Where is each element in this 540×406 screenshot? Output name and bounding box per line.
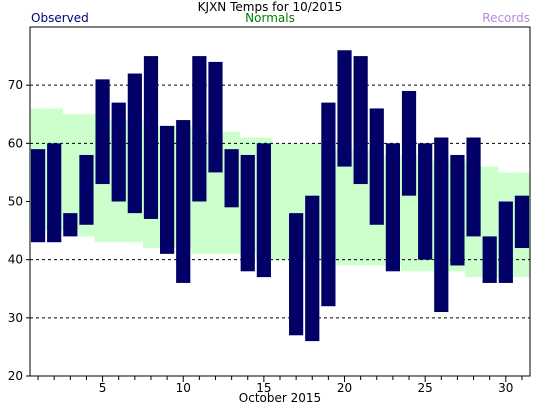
observed-bars — [30, 50, 530, 342]
observed-bar-day-12 — [208, 61, 223, 173]
observed-bar-day-21 — [353, 56, 368, 185]
y-tick-label-60: 60 — [8, 136, 23, 150]
observed-bar-day-11 — [192, 56, 207, 202]
observed-bar-day-23 — [385, 143, 400, 272]
observed-bar-day-8 — [143, 56, 159, 219]
observed-bar-day-3 — [63, 213, 78, 237]
legend-observed: Observed — [31, 11, 89, 25]
x-tick-label-25: 25 — [418, 381, 433, 395]
observed-bar-day-14 — [240, 154, 255, 272]
observed-bar-day-27 — [450, 154, 465, 266]
observed-bar-day-5 — [95, 79, 110, 185]
y-tick-label-70: 70 — [8, 78, 23, 92]
observed-bar-day-18 — [305, 195, 320, 342]
axes: 20 30 40 50 60 70 5 10 15 20 25 30 — [8, 26, 531, 395]
observed-bar-day-25 — [418, 143, 433, 260]
observed-bar-day-26 — [434, 137, 449, 313]
y-tick-label-50: 50 — [8, 195, 23, 209]
observed-bar-day-30 — [498, 201, 513, 283]
observed-bar-day-28 — [466, 137, 481, 237]
observed-bar-day-29 — [482, 236, 497, 283]
observed-bar-day-13 — [224, 149, 239, 208]
observed-bar-day-31 — [514, 195, 530, 249]
observed-bar-day-20 — [337, 50, 352, 167]
observed-bar-day-9 — [160, 125, 175, 254]
x-tick-label-15: 15 — [256, 381, 271, 395]
observed-bar-day-22 — [369, 108, 384, 225]
y-tick-label-40: 40 — [8, 253, 23, 267]
observed-bar-day-4 — [79, 154, 94, 225]
observed-bar-day-7 — [127, 73, 142, 214]
observed-bar-day-17 — [289, 213, 304, 336]
x-tick-label-30: 30 — [498, 381, 513, 395]
observed-bar-day-2 — [47, 143, 62, 243]
x-tick-label-10: 10 — [176, 381, 191, 395]
normal-range-day-20 — [336, 149, 354, 266]
observed-bar-day-24 — [401, 90, 417, 196]
x-tick-label-20: 20 — [337, 381, 352, 395]
y-tick-label-20: 20 — [8, 369, 23, 383]
observed-bar-day-1 — [30, 149, 46, 243]
observed-bar-day-15 — [256, 143, 271, 278]
legend-records: Records — [482, 11, 530, 25]
observed-bar-day-10 — [176, 120, 191, 283]
y-tick-label-30: 30 — [8, 311, 23, 325]
observed-bar-day-6 — [111, 102, 126, 202]
chart-title: KJXN Temps for 10/2015 — [197, 0, 343, 14]
x-axis-label: October 2015 — [239, 391, 321, 405]
legend-normals: Normals — [245, 11, 295, 25]
x-tick-label-5: 5 — [99, 381, 107, 395]
observed-bar-day-19 — [321, 102, 336, 307]
normal-range-day-16 — [271, 143, 289, 260]
